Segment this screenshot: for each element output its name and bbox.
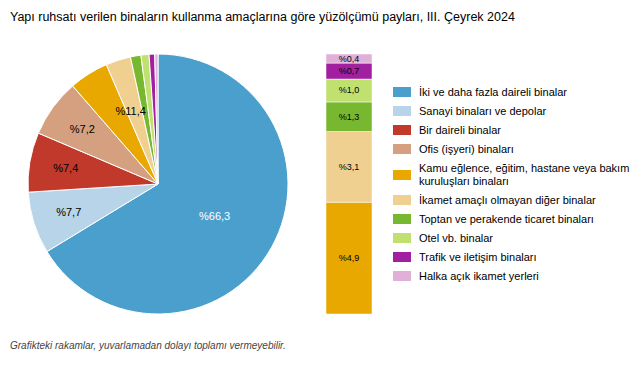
svg-text:%3,1: %3,1 xyxy=(339,162,360,172)
svg-text:%7,4: %7,4 xyxy=(53,162,78,174)
svg-text:%7,2: %7,2 xyxy=(70,123,95,135)
html-text:Yapı ruhsatı verilen binaların: Yapı ruhsatı verilen binaların kullanma … xyxy=(10,10,515,24)
html-text:Halka açık ikamet yerleri: Halka açık ikamet yerleri xyxy=(419,269,539,282)
html-text:Kamu eğlence, eğitim, hastane: Kamu eğlence, eğitim, hastane veya bakım… xyxy=(419,161,630,187)
svg-text:%4,9: %4,9 xyxy=(339,253,360,263)
svg-text:%66,3: %66,3 xyxy=(199,210,230,222)
svg-text:%7,7: %7,7 xyxy=(56,206,81,218)
html-text:Otel vb. binalar: Otel vb. binalar xyxy=(419,231,493,244)
html-text:Bir daireli binalar: Bir daireli binalar xyxy=(419,123,501,136)
html-text:%11,4: %11,4 xyxy=(115,104,146,117)
html-text:Trafik ve iletişim binaları: Trafik ve iletişim binaları xyxy=(419,250,537,263)
svg-text:%0,7: %0,7 xyxy=(339,66,360,76)
svg-text:%1,3: %1,3 xyxy=(339,112,360,122)
svg-text:%0,4: %0,4 xyxy=(339,54,360,64)
svg-text:%1,0: %1,0 xyxy=(339,85,360,95)
html-text:İki ve daha fazla daireli bina: İki ve daha fazla daireli binalar xyxy=(419,85,567,98)
html-text:Grafikteki rakamlar, yuvarlama: Grafikteki rakamlar, yuvarlamadan dolayı… xyxy=(10,340,286,351)
html-text:Ofis (işyeri) binaları: Ofis (işyeri) binaları xyxy=(419,142,514,155)
html-text:Sanayi binaları ve depolar: Sanayi binaları ve depolar xyxy=(419,104,547,117)
html-text:İkamet amaçlı olmayan diğer bi: İkamet amaçlı olmayan diğer binalar xyxy=(419,193,596,206)
html-text:Toptan ve perakende ticaret bi: Toptan ve perakende ticaret binaları xyxy=(419,212,594,225)
